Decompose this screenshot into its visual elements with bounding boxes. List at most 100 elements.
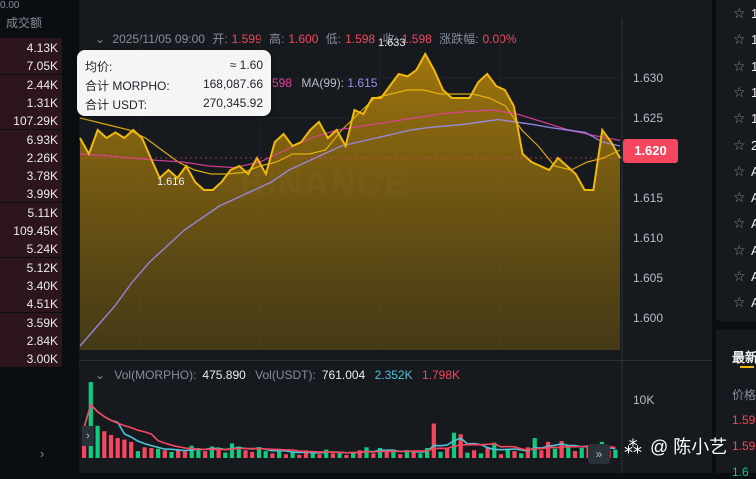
volume-cell: 3.40K	[26, 278, 58, 293]
scroll-to-latest-button[interactable]: »	[588, 444, 610, 464]
market-item-label[interactable]: 1	[751, 111, 756, 127]
volume-row-bg	[0, 74, 62, 93]
chevron-right-icon[interactable]: ›	[40, 446, 45, 461]
volume-bar	[297, 454, 302, 458]
volume-row-bg	[0, 38, 62, 56]
volume-bar	[277, 448, 282, 458]
volume-bar	[438, 451, 443, 458]
volume-bar	[525, 447, 530, 458]
ma99-line	[79, 118, 621, 347]
vol-ma1-value: 2.352K	[374, 368, 413, 382]
market-item-label[interactable]: 1	[751, 58, 756, 74]
volume-bar	[216, 449, 221, 458]
volume-row-bg	[0, 349, 62, 368]
market-item-label[interactable]: 2	[751, 137, 756, 153]
ma99-label: MA(99):	[301, 76, 345, 90]
market-item-label[interactable]: 1	[751, 32, 756, 48]
favorite-star-icon[interactable]: ☆	[733, 83, 746, 100]
volume-bar	[95, 425, 100, 458]
volume-cell: 7.05K	[26, 59, 58, 74]
volume-bar	[425, 448, 430, 458]
volume-cell: 3.99K	[26, 187, 58, 202]
favorite-star-icon[interactable]: ☆	[733, 268, 746, 284]
favorite-star-icon[interactable]: ☆	[733, 189, 746, 206]
favorite-star-icon[interactable]: ☆	[733, 136, 746, 153]
trade-price: 1.59	[732, 439, 756, 453]
market-item-label[interactable]: 1	[751, 84, 756, 100]
price-area-fill	[80, 54, 620, 350]
volume-bar	[478, 453, 483, 458]
favorite-star-icon[interactable]: ☆	[733, 241, 746, 258]
left-top-value: 0.00	[0, 0, 20, 11]
favorite-star-icon[interactable]: ☆	[733, 215, 746, 232]
tooltip-avg-label: 均价:	[85, 60, 113, 74]
market-item-label[interactable]: A	[751, 269, 756, 284]
volume-cell: 5.24K	[26, 242, 58, 257]
author-attribution: ⁂ @ 陈小艺	[622, 433, 727, 459]
price-axis-label: 1.625	[633, 111, 664, 125]
chevron-down-icon[interactable]: ⌄	[95, 368, 106, 382]
open-label: 开:	[212, 32, 228, 46]
volume-bar	[472, 450, 477, 458]
volume-row-bg	[0, 294, 62, 313]
volume-bar	[324, 449, 329, 458]
current-price-tag: 1.620	[623, 139, 678, 163]
favorite-star-icon[interactable]: ☆	[733, 294, 746, 311]
volume-bar	[398, 454, 403, 458]
volume-bar	[384, 451, 389, 458]
volume-bar	[391, 450, 396, 458]
market-item-label[interactable]: A	[751, 216, 756, 232]
trade-price-header: 价格	[732, 388, 756, 402]
change-label: 涨跌幅:	[439, 32, 479, 46]
volume-bar	[458, 434, 463, 458]
scroll-left-button[interactable]: ›	[82, 426, 94, 446]
market-item-label[interactable]: 1	[751, 6, 756, 21]
favorite-star-icon[interactable]: ☆	[733, 110, 746, 127]
close-value: 1.598	[401, 32, 432, 46]
volume-bar	[351, 452, 356, 458]
volume-bar	[129, 441, 134, 458]
trade-price: 1.6	[732, 465, 749, 479]
volume-row-bg	[0, 184, 62, 203]
market-item-label[interactable]: A	[751, 295, 756, 311]
market-item-label[interactable]: A	[751, 190, 756, 206]
price-line	[79, 51, 621, 191]
favorite-star-icon[interactable]: ☆	[733, 162, 746, 179]
volume-row-bg	[0, 92, 62, 111]
volume-bar	[263, 451, 268, 458]
volume-cell: 3.59K	[26, 315, 58, 330]
volume-row-bg	[0, 257, 62, 276]
volume-bar	[176, 450, 181, 458]
volume-cell: 2.26K	[26, 150, 58, 165]
volume-ma-long	[83, 403, 616, 454]
volume-row-bg	[0, 147, 62, 166]
market-item-label[interactable]: A	[751, 163, 756, 179]
latest-trades-tab[interactable]: 最新	[732, 350, 756, 365]
price-axis-label: 1.630	[633, 71, 664, 85]
high-label: 高:	[269, 32, 285, 46]
volume-bar	[142, 447, 147, 458]
favorite-star-icon[interactable]: ☆	[733, 5, 746, 21]
volume-row-bg	[0, 202, 62, 221]
volume-bar	[539, 450, 544, 458]
volume-bar	[317, 454, 322, 458]
market-item-label[interactable]: A	[751, 242, 756, 258]
volume-row-bg	[0, 275, 62, 294]
left-volume-column: 0.00 成交额 4.13K 7.05K 2.44K 1.31K 107.29K 6.93…	[0, 0, 78, 473]
vol-morpho-label: Vol(MORPHO):	[114, 368, 197, 382]
active-tab-underline	[740, 366, 754, 368]
volume-bar	[236, 446, 241, 458]
volume-bar	[243, 450, 248, 458]
volume-bar	[552, 448, 557, 458]
volume-bar	[270, 453, 275, 458]
volume-bar	[613, 449, 618, 458]
volume-bar	[404, 450, 409, 458]
favorite-star-icon[interactable]: ☆	[733, 31, 746, 48]
volume-cell: 109.45K	[13, 224, 58, 238]
volume-cell: 6.93K	[26, 132, 58, 147]
favorite-star-icon[interactable]: ☆	[733, 57, 746, 74]
market-list-card	[716, 0, 756, 322]
chevron-down-icon[interactable]: ⌄	[95, 32, 106, 46]
